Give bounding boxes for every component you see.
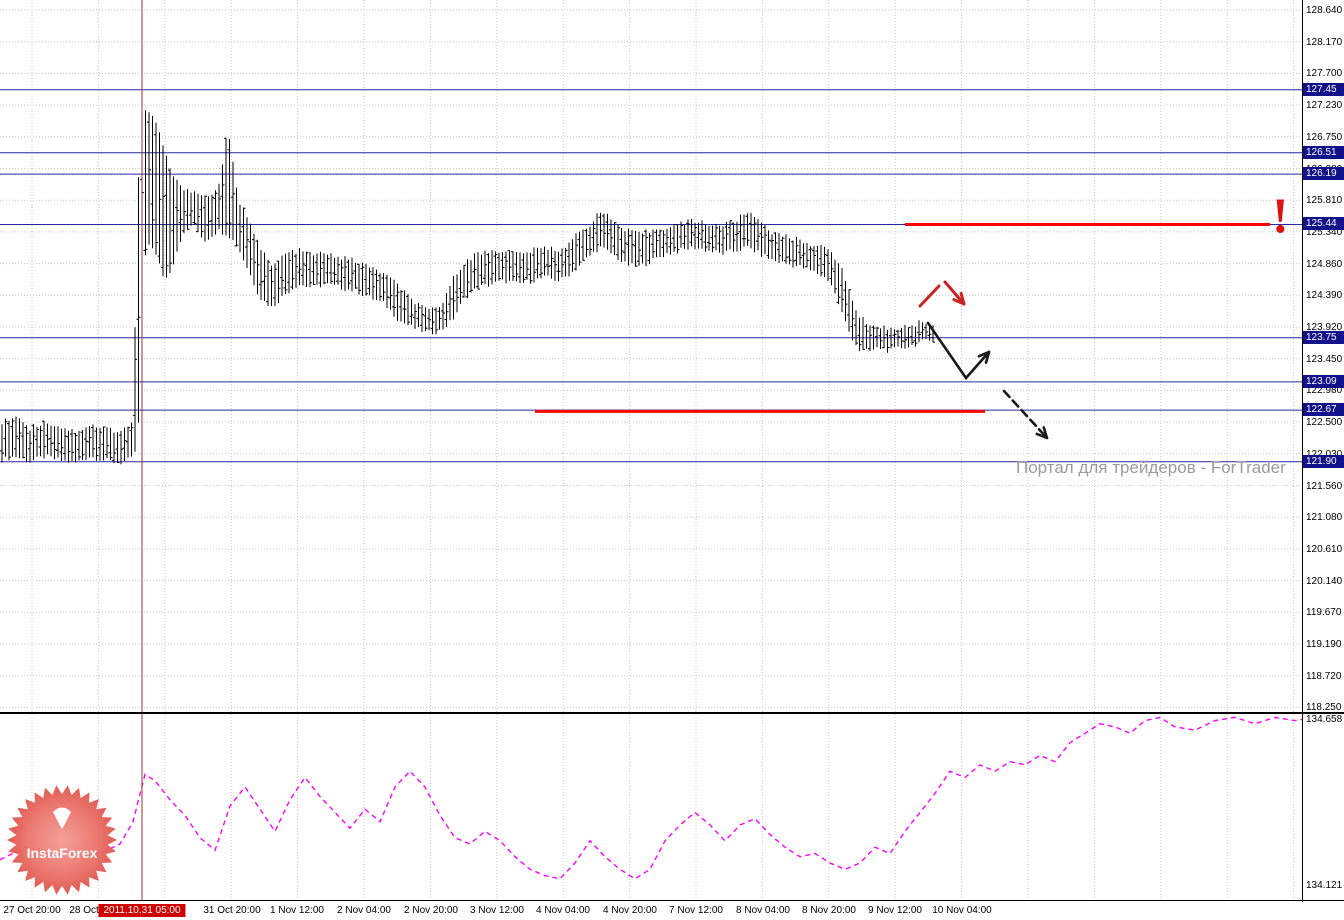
price-axis-label: 123.920	[1306, 322, 1343, 333]
price-axis-label: 121.080	[1306, 512, 1343, 524]
price-axis-label: 128.640	[1306, 5, 1343, 16]
time-axis[interactable]: 27 Oct 20:00 28 Oct 12:00 31 Oct 20:00 1 No…	[0, 902, 1344, 920]
price-axis-label: 121.560	[1306, 480, 1343, 492]
price-level-badge: 123.09	[1303, 374, 1344, 388]
price-axis-label: 120.140	[1306, 575, 1343, 587]
panel-separator-line	[0, 712, 1344, 714]
time-axis-label: 2 Nov 20:00	[404, 905, 458, 916]
price-level-badge: 123.75	[1303, 330, 1344, 344]
price-level-badge: 121.90	[1303, 454, 1344, 468]
instaforex-badge: InstaForex	[7, 785, 117, 895]
price-axis-label: 122.980	[1306, 385, 1343, 397]
time-axis-label: 28 Oct 12:00	[69, 905, 126, 916]
time-axis-label: 7 Nov 12:00	[669, 905, 723, 916]
price-axis-label: 125.340	[1306, 226, 1343, 238]
time-axis-label: 9 Nov 12:00	[868, 905, 922, 916]
exclamation-annotation: !	[1272, 187, 1289, 243]
time-axis-label: 1 Nov 12:00	[270, 905, 324, 916]
instaforex-logo-icon	[53, 807, 71, 829]
price-axis-label: 127.230	[1306, 100, 1343, 112]
time-axis-separator-line	[0, 900, 1344, 901]
time-axis-label: 4 Nov 20:00	[603, 905, 657, 916]
price-axis-label: 124.390	[1306, 290, 1343, 302]
indicator-axis-label: 134.658	[1306, 714, 1343, 725]
time-axis-label: 8 Nov 20:00	[802, 905, 856, 916]
price-axis-label: 119.670	[1306, 607, 1342, 619]
instaforex-logo: InstaForex	[6, 784, 118, 896]
time-axis-label: 27 Oct 20:00	[3, 905, 61, 916]
black-zigzag-arrow	[926, 321, 991, 381]
price-level-badge: 126.19	[1303, 167, 1344, 181]
time-axis-label: 4 Nov 04:00	[536, 905, 590, 916]
price-axis-label: 122.500	[1306, 417, 1343, 429]
price-level-badge: 125.44	[1303, 217, 1344, 231]
price-axis-label: 119.190	[1306, 639, 1342, 650]
time-axis-label: 2 Nov 04:00	[337, 905, 391, 916]
time-axis-label: 10 Nov 04:00	[932, 905, 992, 916]
chart-canvas[interactable]	[0, 0, 1302, 900]
price-axis-label: 118.250	[1306, 702, 1342, 714]
indicator-axis-label: 134.121	[1306, 880, 1343, 891]
price-axis-label: 126.750	[1306, 131, 1343, 143]
red-down-arrow	[943, 280, 966, 306]
instaforex-logo-text: InstaForex	[27, 845, 98, 861]
time-axis-label: 31 Oct 20:00	[203, 905, 261, 916]
price-axis[interactable]: 128.640128.170127.700127.230126.750126.2…	[1302, 0, 1344, 920]
price-axis-label: 128.170	[1306, 36, 1343, 48]
black-dashed-arrow	[1002, 389, 1049, 440]
price-axis-label: 118.720	[1306, 670, 1342, 682]
price-axis-label: 125.810	[1306, 195, 1343, 207]
price-axis-label: 120.610	[1306, 543, 1343, 555]
price-axis-label: 127.700	[1306, 68, 1343, 80]
price-axis-label: 124.860	[1306, 258, 1343, 270]
price-level-badge: 122.67	[1303, 403, 1344, 417]
time-axis-label: 3 Nov 12:00	[470, 905, 524, 916]
price-level-badge: 126.51	[1303, 145, 1344, 159]
price-level-badge: 127.45	[1303, 82, 1344, 96]
price-axis-label: 122.030	[1306, 449, 1342, 460]
time-axis-label: 8 Nov 04:00	[736, 905, 790, 916]
crosshair-date-badge: 2011.10.31 05:00	[98, 904, 186, 917]
red-impulse-stroke	[918, 284, 941, 308]
watermark-text: Портал для трейдеров - ForTrader	[1016, 458, 1286, 477]
price-axis-label: 123.450	[1306, 353, 1343, 365]
starburst-shape	[7, 785, 117, 895]
